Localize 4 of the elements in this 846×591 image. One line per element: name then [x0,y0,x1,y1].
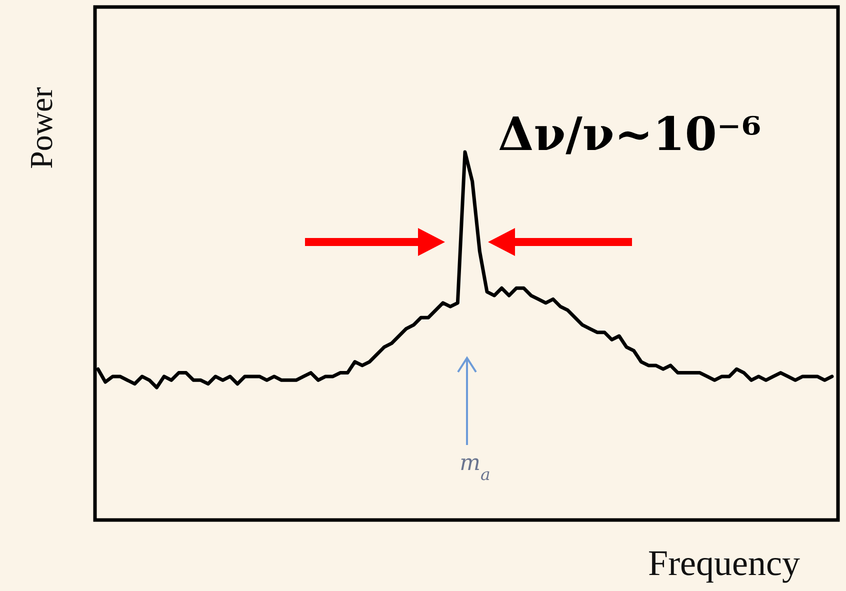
annotation: Δν/ν~10⁻⁶ [498,107,762,161]
annotation: m$_{a}$ [460,451,490,484]
y-axis-title: Power [23,86,59,169]
x-axis-title: Frequency [648,543,800,583]
